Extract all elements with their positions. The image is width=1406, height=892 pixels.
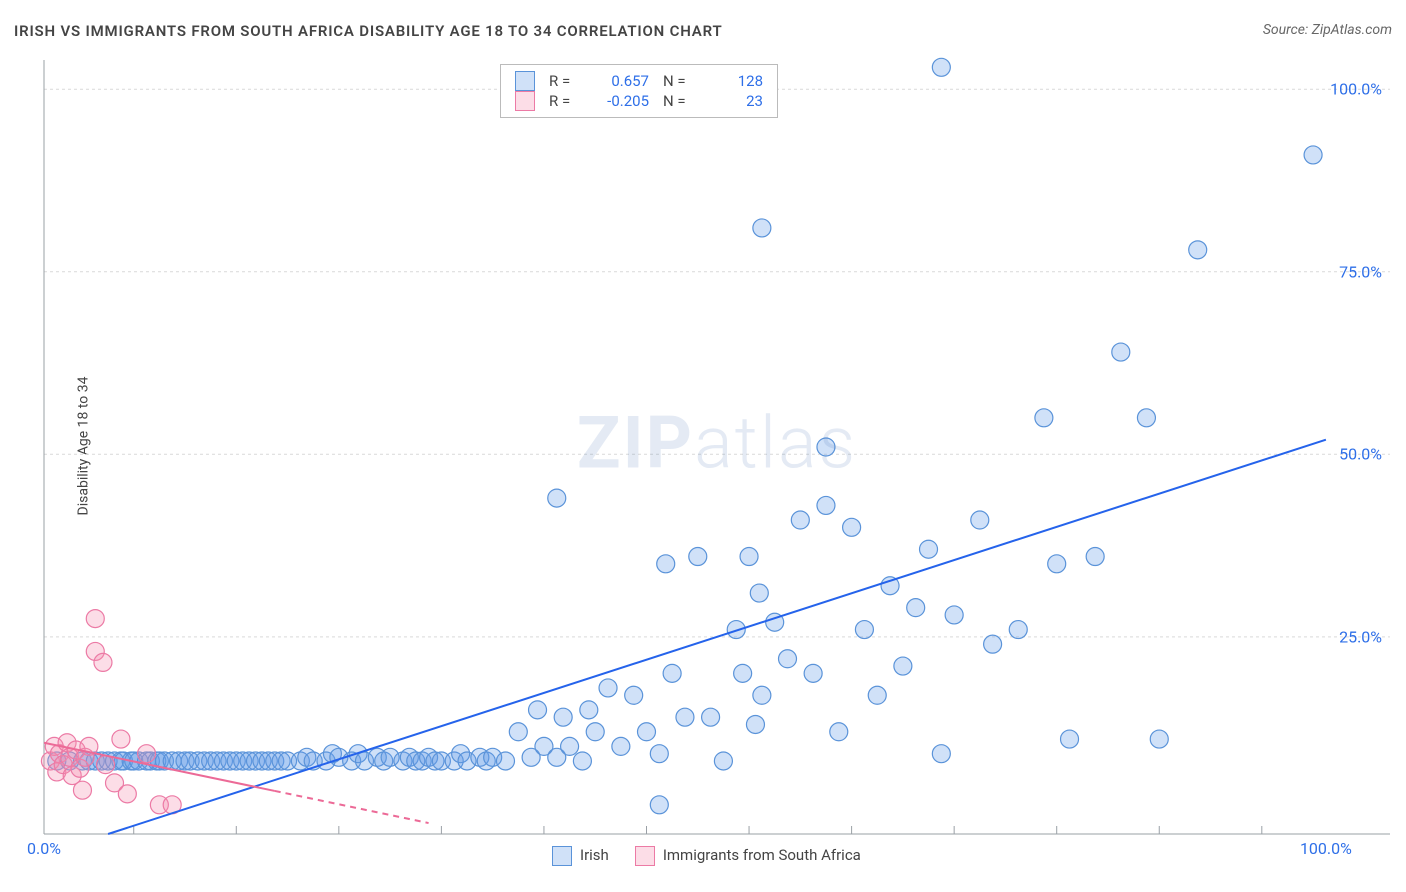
legend-swatch-icon	[635, 846, 655, 866]
legend-row: R = -0.205 N = 23	[515, 91, 763, 111]
legend-swatch-icon	[515, 71, 535, 91]
legend-n-label: N =	[663, 92, 695, 110]
x-tick-label: 0.0%	[27, 839, 61, 858]
legend-item: Immigrants from South Africa	[635, 846, 861, 866]
legend-n-value: 23	[709, 92, 763, 110]
legend-r-value: -0.205	[595, 92, 649, 110]
legend-swatch-icon	[552, 846, 572, 866]
source-label: Source: ZipAtlas.com	[1263, 22, 1392, 38]
legend-row: R = 0.657 N = 128	[515, 71, 763, 91]
y-tick-label: 75.0%	[1339, 262, 1382, 281]
legend-item: Irish	[552, 846, 609, 866]
y-tick-label: 50.0%	[1339, 445, 1382, 464]
x-tick-label: 100.0%	[1300, 839, 1352, 858]
chart-svg	[44, 60, 1390, 834]
legend-series-label: Immigrants from South Africa	[663, 846, 861, 864]
series-legend: Irish Immigrants from South Africa	[552, 846, 861, 866]
legend-n-label: N =	[663, 72, 695, 90]
legend-n-value: 128	[709, 72, 763, 90]
plot-area: ZIPatlas R =0.657N =128R =-0.205N =23 Ir…	[44, 60, 1390, 834]
legend-r-value: 0.657	[595, 72, 649, 90]
legend-swatch-icon	[515, 91, 535, 111]
legend-series-label: Irish	[580, 846, 609, 864]
correlation-legend: R = 0.657 N = 128 R = -0.205 N = 23	[500, 64, 778, 118]
y-tick-label: 100.0%	[1330, 80, 1382, 99]
y-tick-label: 25.0%	[1339, 627, 1382, 646]
legend-r-label: R =	[549, 72, 581, 90]
legend-r-label: R =	[549, 92, 581, 110]
chart-title: IRISH VS IMMIGRANTS FROM SOUTH AFRICA DI…	[14, 22, 722, 40]
